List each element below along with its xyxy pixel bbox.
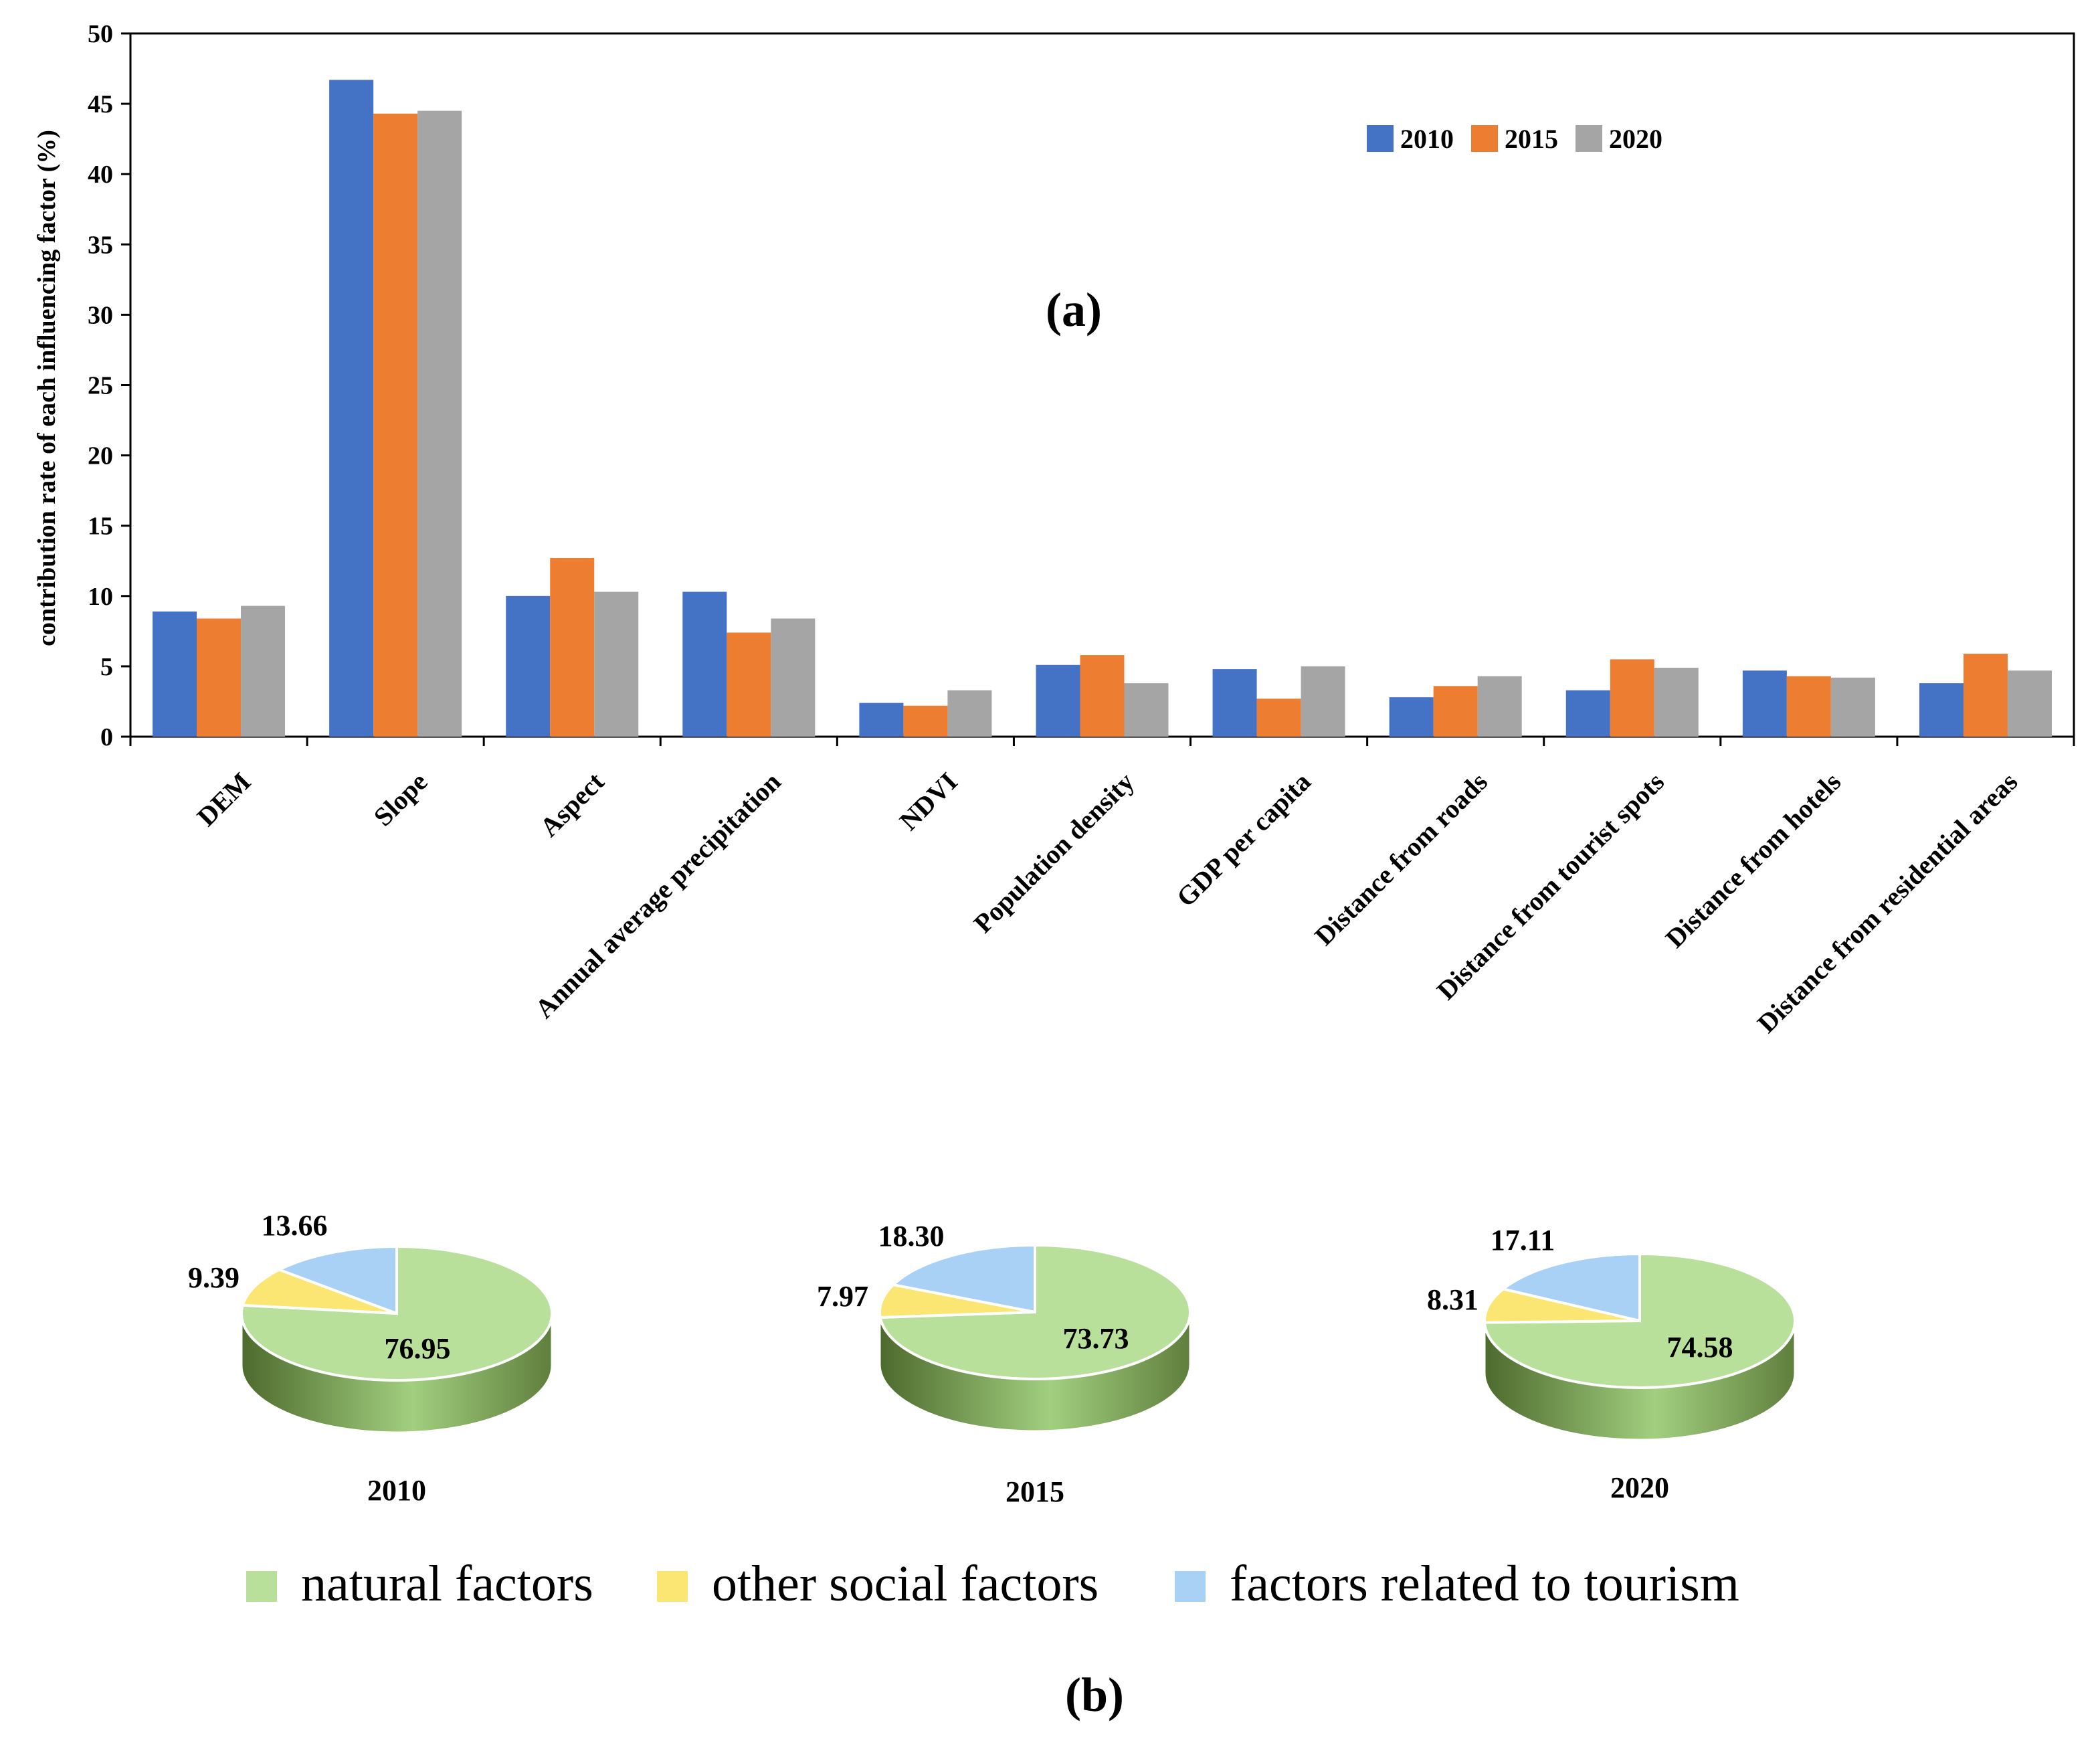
pie-legend-label: other social factors	[712, 1556, 1099, 1612]
bar-2010	[1919, 683, 1964, 737]
legend-label-2010: 2010	[1400, 124, 1454, 154]
pie-slice	[241, 1268, 397, 1315]
bar-marks	[153, 80, 2052, 737]
bar-2015	[1963, 653, 2008, 737]
pie-legend-swatch	[1175, 1571, 1206, 1602]
pie-legend-label: natural factors	[301, 1556, 593, 1612]
y-tick-label: 20	[88, 442, 113, 470]
pie-slice	[890, 1243, 1036, 1314]
legend-swatch-2020	[1576, 125, 1602, 152]
bar-2015	[1080, 655, 1125, 737]
pie-legend-swatch	[657, 1571, 688, 1602]
pie-title: 2010	[367, 1474, 426, 1507]
bar-2015	[1786, 676, 1831, 737]
y-tick-label: 15	[88, 513, 113, 541]
legend-swatch-2015	[1471, 125, 1498, 152]
bar-2020	[1477, 676, 1522, 737]
y-tick-label: 10	[88, 583, 113, 611]
pie-title: 2015	[1006, 1475, 1064, 1508]
bar-2020	[771, 618, 816, 737]
bar-legend: 2010 2015 2020	[1367, 124, 1662, 154]
y-tick-label: 35	[88, 231, 113, 259]
x-tick-label: Slope	[368, 767, 434, 832]
bar-2020	[1830, 677, 1875, 737]
pie-data-label: 76.95	[385, 1332, 451, 1365]
bar-2020	[1654, 668, 1699, 737]
pie-data-label: 73.73	[1063, 1322, 1129, 1355]
y-tick-label: 5	[100, 653, 113, 681]
bar-2015	[1610, 659, 1654, 737]
pie-slice	[276, 1245, 398, 1315]
bar-2015	[197, 618, 242, 737]
x-tick-label: Population density	[967, 767, 1139, 939]
x-tick-label: GDP per capita	[1171, 767, 1317, 913]
x-tick-label: Distance from hotels	[1660, 767, 1847, 954]
bar-2015	[1256, 699, 1301, 737]
bar-2015	[1433, 686, 1478, 737]
pie-2015: 73.73 7.97 18.30 2015	[817, 1220, 1191, 1508]
bar-2010	[859, 703, 904, 737]
bar-2010	[1565, 690, 1610, 737]
bar-2020	[947, 690, 992, 737]
bar-2020	[1124, 683, 1169, 737]
pie-legend-label: factors related to tourism	[1230, 1556, 1739, 1612]
bar-2015	[550, 558, 595, 737]
pie-data-label: 9.39	[188, 1261, 240, 1294]
bar-2020	[417, 110, 462, 737]
bar-2020	[2007, 670, 2052, 737]
pie-slice	[1500, 1252, 1641, 1323]
y-tick-label: 30	[88, 301, 113, 329]
bar-2020	[1301, 666, 1345, 737]
pie-legend: natural factors other social factors facto…	[246, 1556, 1739, 1612]
bar-2010	[682, 591, 727, 737]
legend-label-2020: 2020	[1609, 124, 1662, 154]
bar-2010	[153, 611, 197, 737]
y-tick-label: 25	[88, 372, 113, 400]
pie-data-label: 18.30	[878, 1220, 945, 1253]
pie-charts: 76.95 9.39 13.66 2010 73.73 7.97 18.30 2015 74.5…	[188, 1209, 1796, 1508]
bar-2015	[373, 113, 418, 737]
legend-label-2015: 2015	[1505, 124, 1558, 154]
x-tick-label: DEM	[191, 767, 257, 832]
x-tick-label: NDVI	[894, 767, 963, 836]
x-tick-label: Aspect	[534, 766, 610, 842]
bar-2010	[1036, 664, 1080, 737]
bar-2020	[241, 606, 286, 737]
y-tick-label: 0	[100, 723, 113, 751]
panel-label-b: (b)	[1065, 1668, 1124, 1722]
pie-data-label: 17.11	[1491, 1224, 1555, 1257]
y-tick-label: 40	[88, 161, 113, 189]
bar-2015	[727, 632, 771, 737]
pie-title: 2020	[1610, 1471, 1669, 1504]
pie-data-label: 74.58	[1667, 1331, 1733, 1364]
bar-2010	[1389, 697, 1434, 737]
pie-data-label: 13.66	[262, 1209, 328, 1242]
bar-2010	[1212, 669, 1257, 737]
y-axis-label: contribution rate of each influencing fa…	[33, 130, 61, 646]
bar-2015	[903, 705, 948, 737]
bar-2010	[506, 595, 551, 737]
bar-2010	[1742, 670, 1787, 737]
bar-2010	[329, 80, 374, 737]
x-tick-label: Distance from roads	[1309, 767, 1493, 951]
panel-label-a: (a)	[1046, 283, 1102, 337]
y-tick-label: 50	[88, 20, 113, 48]
y-tick-label: 45	[88, 90, 113, 118]
pie-data-label: 7.97	[817, 1280, 868, 1313]
pie-legend-swatch	[246, 1571, 277, 1602]
pie-2020: 74.58 8.31 17.11 2020	[1427, 1224, 1796, 1504]
pie-data-label: 8.31	[1427, 1283, 1478, 1316]
legend-swatch-2010	[1367, 125, 1394, 152]
bar-2020	[594, 591, 639, 737]
pie-2010: 76.95 9.39 13.66 2010	[188, 1209, 553, 1507]
